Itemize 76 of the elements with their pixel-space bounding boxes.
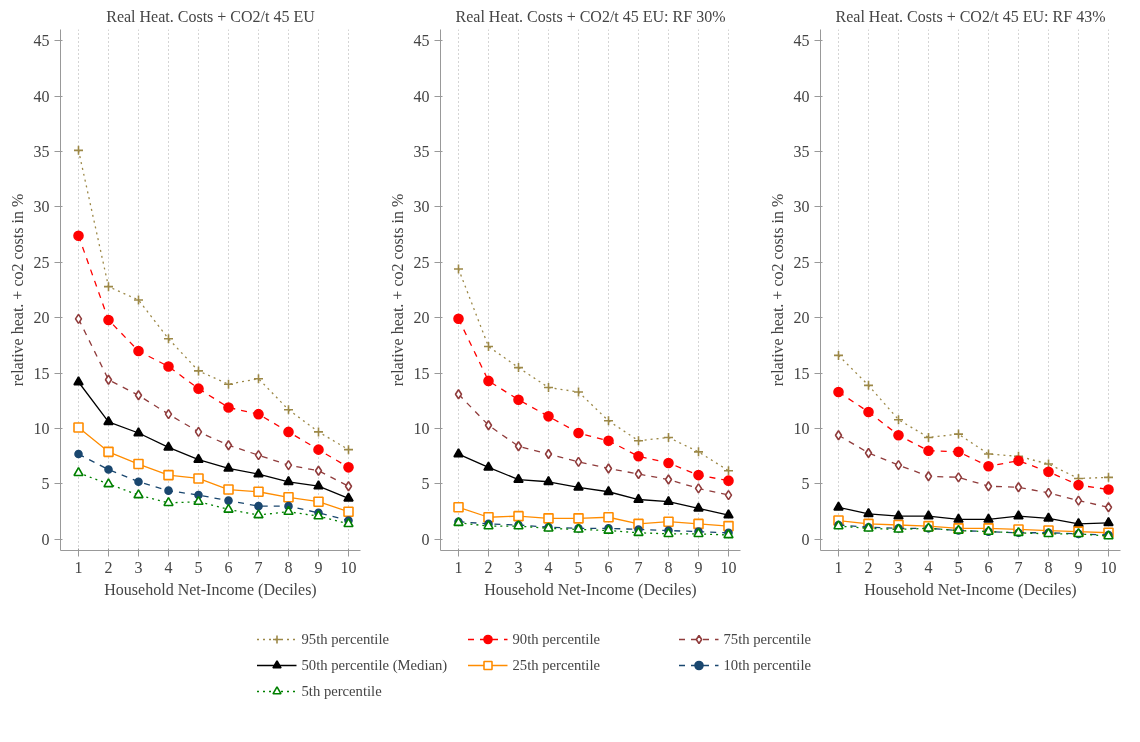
y-tick-label: 45 — [33, 32, 50, 50]
y-tick-label: 25 — [413, 253, 430, 271]
x-tick-label: 6 — [984, 558, 993, 576]
y-tick-label: 30 — [413, 198, 430, 216]
x-tick-label: 6 — [604, 558, 613, 576]
x-tick-label: 9 — [1074, 558, 1083, 576]
x-tick-label: 7 — [634, 558, 643, 576]
y-axis-title: relative heat. + co2 costs in % — [8, 193, 26, 387]
x-tick-label: 7 — [1014, 558, 1023, 576]
x-tick-label: 2 — [864, 558, 873, 576]
y-tick-label: 15 — [33, 364, 50, 382]
y-tick-label: 20 — [33, 309, 50, 327]
x-tick-label: 2 — [104, 558, 113, 576]
x-tick-label: 1 — [454, 558, 463, 576]
y-tick-label: 40 — [793, 87, 810, 105]
x-tick-label: 6 — [224, 558, 233, 576]
y-tick-label: 0 — [801, 530, 810, 548]
y-axis-title: relative heat. + co2 costs in % — [768, 193, 786, 387]
y-tick-label: 10 — [413, 420, 430, 438]
y-tick-label: 5 — [41, 475, 50, 493]
legend-label: 50th percentile (Median) — [301, 656, 449, 674]
chart-title: Real Heat. Costs + CO2/t 45 EU: RF 30% — [455, 7, 726, 25]
x-tick-label: 10 — [720, 558, 737, 576]
y-tick-label: 20 — [793, 309, 810, 327]
x-axis-title: Household Net-Income (Deciles) — [484, 580, 697, 599]
x-tick-label: 10 — [1100, 558, 1117, 576]
y-tick-label: 10 — [33, 420, 50, 438]
y-tick-label: 45 — [793, 32, 810, 50]
x-tick-label: 7 — [254, 558, 263, 576]
x-tick-label: 5 — [954, 558, 963, 576]
x-tick-label: 8 — [664, 558, 673, 576]
y-tick-label: 15 — [413, 364, 430, 382]
x-tick-label: 9 — [694, 558, 703, 576]
chart-title: Real Heat. Costs + CO2/t 45 EU: RF 43% — [835, 7, 1106, 25]
y-tick-label: 30 — [33, 198, 50, 216]
y-axis-title: relative heat. + co2 costs in % — [388, 193, 406, 387]
x-axis-title: Household Net-Income (Deciles) — [864, 580, 1077, 599]
x-tick-label: 8 — [1044, 558, 1053, 576]
x-tick-label: 4 — [164, 558, 173, 576]
y-tick-label: 5 — [801, 475, 810, 493]
x-tick-label: 4 — [544, 558, 553, 576]
y-tick-label: 15 — [793, 364, 810, 382]
y-tick-label: 0 — [41, 530, 50, 548]
x-tick-label: 3 — [894, 558, 903, 576]
legend-label: 75th percentile — [723, 630, 812, 648]
x-tick-label: 5 — [574, 558, 583, 576]
y-tick-label: 35 — [793, 142, 810, 160]
y-tick-label: 40 — [33, 87, 50, 105]
y-tick-label: 35 — [413, 142, 430, 160]
chart-title: Real Heat. Costs + CO2/t 45 EU — [106, 7, 316, 25]
legend-label: 95th percentile — [301, 630, 390, 648]
y-tick-label: 30 — [793, 198, 810, 216]
legend-label: 25th percentile — [512, 656, 601, 674]
y-tick-label: 40 — [413, 87, 430, 105]
legend-label: 90th percentile — [512, 630, 601, 648]
y-tick-label: 20 — [413, 309, 430, 327]
x-tick-label: 10 — [340, 558, 357, 576]
legend-label: 5th percentile — [301, 682, 383, 700]
y-tick-label: 45 — [413, 32, 430, 50]
x-tick-label: 8 — [284, 558, 293, 576]
y-tick-label: 35 — [33, 142, 50, 160]
y-tick-label: 0 — [421, 530, 430, 548]
x-tick-label: 5 — [194, 558, 203, 576]
x-tick-label: 1 — [834, 558, 843, 576]
x-axis-title: Household Net-Income (Deciles) — [104, 580, 317, 599]
x-tick-label: 3 — [514, 558, 523, 576]
x-tick-label: 1 — [74, 558, 83, 576]
y-tick-label: 25 — [33, 253, 50, 271]
x-tick-label: 3 — [134, 558, 143, 576]
y-tick-label: 10 — [793, 420, 810, 438]
x-tick-label: 9 — [314, 558, 323, 576]
y-tick-label: 5 — [421, 475, 430, 493]
x-tick-label: 4 — [924, 558, 933, 576]
legend-label: 10th percentile — [723, 656, 812, 674]
y-tick-label: 25 — [793, 253, 810, 271]
x-tick-label: 2 — [484, 558, 493, 576]
